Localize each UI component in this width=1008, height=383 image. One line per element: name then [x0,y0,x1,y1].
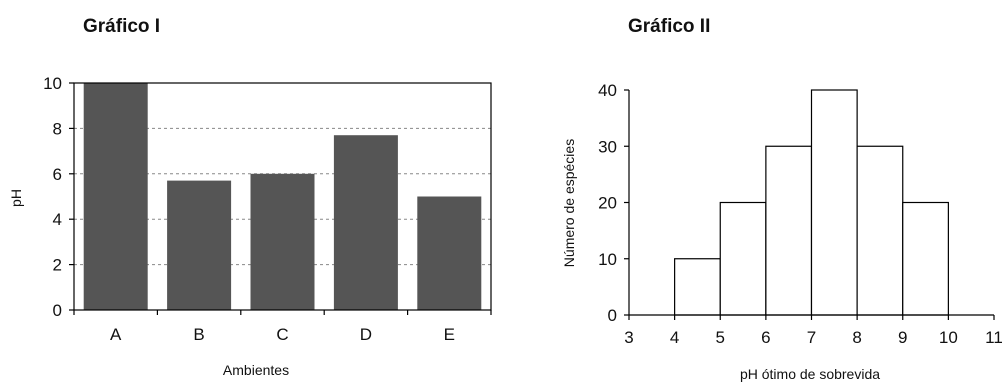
chart-2: Gráfico II 0 10 20 30 40 3 4 5 6 7 8 9 10 11 pH ótim… [561,16,1003,382]
chart-2-x-axis-label: pH ótimo de sobrevida [740,366,880,382]
chart-1-x-tick-label: D [360,325,372,344]
chart-2-title: Gráfico II [628,16,710,37]
chart-1-axes [73,82,492,311]
chart-1-bar [167,180,232,310]
chart-2-bar [856,145,904,316]
chart-2-x-tick-label: 9 [898,328,907,347]
chart-2-x-tick-label: 4 [670,328,679,347]
chart-1-x-ticks: A B C D E [73,310,492,344]
chart-2-y-tick-label: 40 [598,81,617,100]
chart-1-bar [333,135,398,310]
chart-1-y-tick-label: 4 [53,210,62,229]
chart-1-y-tick-label: 10 [43,74,62,93]
chart-1-y-ticks: 0 2 4 6 8 10 [43,74,74,320]
chart-2-y-ticks: 0 10 20 30 40 [598,81,629,325]
chart-1-x-tick-label: E [444,325,455,344]
chart-1-y-tick-label: 2 [53,256,62,275]
chart-2-bar [902,201,949,316]
chart-2-x-tick-label: 11 [985,328,1003,347]
chart-1-y-tick-label: 6 [53,165,62,184]
chart-1-y-tick-label: 8 [53,119,62,138]
chart-1-y-axis-label: pH [8,189,24,207]
chart-2-bars [674,89,949,316]
chart-2-y-axis-label: Número de espécies [561,139,577,267]
chart-1-x-axis-label: Ambientes [223,362,289,378]
chart-2-x-ticks: 3 4 5 6 7 8 9 10 11 [624,315,1003,347]
chart-1-x-tick-label: A [110,325,122,344]
chart-2-x-tick-label: 8 [852,328,861,347]
chart-1-x-tick-label: B [193,325,204,344]
chart-2-y-tick-label: 30 [598,137,617,156]
chart-2-x-tick-label: 6 [761,328,770,347]
chart-1: Gráfico I 0 2 4 6 8 10 A B C D E Ambientes pH [8,16,492,378]
chart-1-y-tick-label: 0 [53,301,62,320]
chart-2-bar [719,201,767,316]
chart-2-x-tick-label: 10 [939,328,958,347]
chart-1-x-tick-label: C [276,325,288,344]
chart-2-bar [765,145,813,316]
chart-2-y-tick-label: 0 [608,306,617,325]
chart-1-title: Gráfico I [83,16,160,37]
chart-1-bar [417,196,482,310]
chart-2-y-tick-label: 20 [598,194,617,213]
chart-1-bar [83,83,148,310]
chart-2-x-tick-label: 7 [807,328,816,347]
chart-2-bar [674,258,721,316]
chart-2-x-tick-label: 5 [716,328,725,347]
chart-2-bar [810,89,858,316]
chart-1-bar [250,173,315,310]
chart-1-plot-frame [73,82,492,311]
chart-2-y-tick-label: 10 [598,250,617,269]
chart-1-bars [83,83,482,310]
chart-2-x-tick-label: 3 [624,328,633,347]
